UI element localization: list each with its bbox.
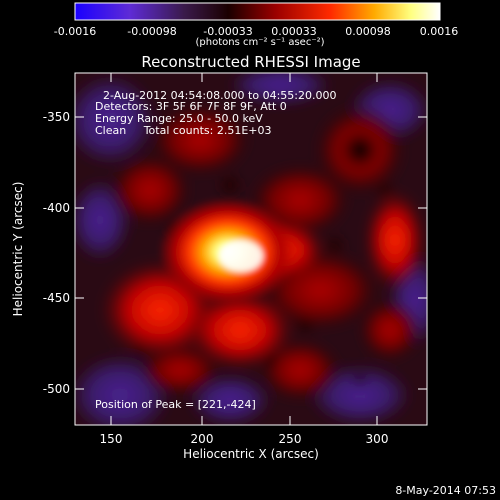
x-tick-label: 250 — [278, 432, 302, 446]
time-range-annotation: 2-Aug-2012 04:54:08.000 to 04:55:20.000 — [103, 89, 337, 102]
footer-timestamp: 8-May-2014 07:53 — [395, 484, 496, 497]
y-tick-label: -500 — [42, 382, 70, 396]
colorbar — [74, 2, 441, 21]
energy-range-annotation: Energy Range: 25.0 - 50.0 keV — [95, 112, 263, 125]
solar-image — [75, 73, 427, 425]
colorbar-tick-label: -0.00033 — [203, 25, 253, 38]
x-tick-label: 300 — [365, 432, 389, 446]
plot-title: Reconstructed RHESSI Image — [141, 53, 361, 71]
y-axis-label: Heliocentric Y (arcsec) — [11, 181, 25, 317]
y-tick-label: -400 — [42, 201, 70, 215]
y-tick-label: -450 — [42, 291, 70, 305]
colorbar-tick-label: 0.00098 — [345, 25, 391, 38]
y-axis-ticks — [75, 116, 427, 390]
peak-position-annotation: Position of Peak = [221,-424] — [95, 398, 256, 411]
colorbar-tick-label: -0.00098 — [127, 25, 177, 38]
x-tick-label: 150 — [99, 432, 123, 446]
x-tick-label: 200 — [190, 432, 214, 446]
colorbar-units-label: (photons cm⁻² s⁻¹ asec⁻²) — [195, 37, 325, 48]
x-axis-ticks — [110, 73, 378, 425]
colorbar-tick-label: -0.0016 — [53, 25, 97, 38]
x-axis-label: Heliocentric X (arcsec) — [183, 447, 319, 461]
method-counts-annotation: Clean Total counts: 2.51E+03 — [95, 124, 272, 137]
y-tick-label: -350 — [42, 110, 70, 124]
plot-frame — [74, 72, 428, 426]
detectors-annotation: Detectors: 3F 5F 6F 7F 8F 9F, Att 0 — [95, 100, 287, 113]
colorbar-tick-label: 0.00033 — [271, 25, 317, 38]
colorbar-tick-label: 0.0016 — [419, 25, 459, 38]
